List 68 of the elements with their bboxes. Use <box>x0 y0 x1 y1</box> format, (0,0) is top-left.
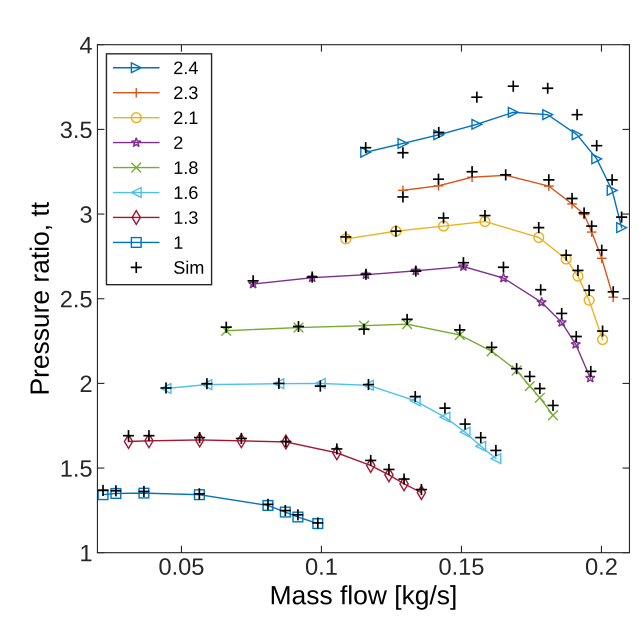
x-tick-label: 0.05 <box>159 558 204 575</box>
x-axis-title: Mass flow [kg/s] <box>272 585 456 610</box>
legend-label: 1.6 <box>174 186 198 200</box>
y-axis-title: Pressure ratio, tt <box>30 202 52 394</box>
point <box>486 346 498 357</box>
y-tick-label: 3.5 <box>60 121 92 138</box>
point <box>597 334 608 346</box>
point <box>97 489 109 500</box>
point <box>524 380 536 392</box>
point <box>454 329 466 341</box>
point <box>584 372 596 383</box>
point <box>314 378 326 389</box>
legend-label: 2 <box>174 136 182 149</box>
point <box>220 325 232 336</box>
x-tick-label: 0.1 <box>306 558 337 575</box>
point <box>402 318 413 330</box>
legend-label: 2.3 <box>174 86 198 100</box>
point <box>536 296 547 307</box>
point <box>248 278 258 289</box>
point <box>547 410 559 421</box>
x-tick-label: 0.2 <box>586 558 617 575</box>
point <box>280 506 291 518</box>
point <box>439 412 450 423</box>
point <box>508 106 519 118</box>
point <box>584 294 595 306</box>
legend-label: 2.1 <box>174 111 198 124</box>
point <box>511 364 522 376</box>
point <box>471 118 482 130</box>
point <box>292 511 304 523</box>
point <box>542 109 554 120</box>
y-tick-label: 4 <box>80 37 92 54</box>
point <box>490 453 502 464</box>
point <box>397 138 408 150</box>
legend-label: 2.4 <box>174 61 198 74</box>
point <box>358 320 370 332</box>
point <box>534 392 546 404</box>
point <box>479 216 491 228</box>
legend-label: 1.3 <box>174 211 198 224</box>
point <box>533 232 544 243</box>
point <box>360 146 372 158</box>
y-tick-label: 1.5 <box>62 460 92 477</box>
y-tick-label: 2.5 <box>60 290 92 308</box>
point <box>570 338 582 349</box>
point <box>138 488 150 499</box>
point <box>410 395 421 406</box>
point <box>560 254 572 265</box>
point <box>110 488 122 500</box>
y-tick-label: 1 <box>81 545 92 562</box>
point <box>556 316 568 328</box>
point <box>438 220 450 232</box>
x-tick-label: 0.15 <box>439 558 484 575</box>
legend-label: 1 <box>174 236 182 249</box>
point <box>572 270 584 282</box>
point <box>410 265 422 276</box>
point <box>460 426 471 438</box>
y-tick-label: 3 <box>80 206 92 223</box>
legend-label: 1.8 <box>174 161 198 174</box>
legend-label: Sim <box>174 260 204 274</box>
point <box>498 272 509 283</box>
point <box>433 129 444 140</box>
point <box>340 233 352 245</box>
point <box>572 129 583 140</box>
point <box>475 440 486 452</box>
point <box>616 222 628 234</box>
point <box>458 261 469 272</box>
y-tick-label: 2 <box>80 375 92 392</box>
point <box>591 153 602 164</box>
point <box>606 184 618 196</box>
